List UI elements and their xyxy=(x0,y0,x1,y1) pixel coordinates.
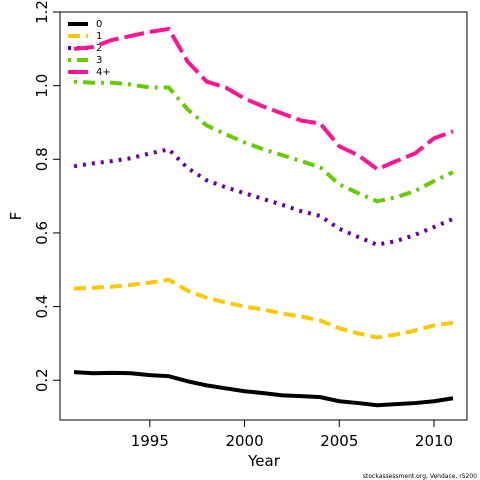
plot-frame xyxy=(59,11,468,421)
y-tick-label: 1.0 xyxy=(33,74,51,98)
y-axis-label: F xyxy=(7,212,25,221)
legend-label: 2 xyxy=(96,43,102,54)
y-tick-label: 0.4 xyxy=(33,295,51,319)
x-tick-label: 1995 xyxy=(131,432,169,450)
legend-label: 3 xyxy=(96,55,102,66)
y-tick-label: 0.2 xyxy=(33,368,51,392)
series-line xyxy=(73,370,454,408)
x-tick-label: 2000 xyxy=(225,432,263,450)
x-axis-label: Year xyxy=(247,452,281,470)
legend-label: 0 xyxy=(96,19,102,30)
x-tick-label: 2005 xyxy=(320,432,358,450)
y-tick-label: 0.6 xyxy=(33,221,51,245)
series-line xyxy=(73,79,454,204)
series-line xyxy=(73,147,454,247)
legend-label: 4+ xyxy=(96,67,111,78)
y-tick-label: 0.8 xyxy=(33,147,51,171)
series-line xyxy=(73,26,454,172)
legend-label: 1 xyxy=(96,31,102,42)
footer: stockassessment.org, Vendace, r5200 xyxy=(363,473,477,480)
series-line xyxy=(73,277,454,340)
x-tick-label: 2010 xyxy=(415,432,453,450)
y-tick-label: 1.2 xyxy=(33,0,51,24)
